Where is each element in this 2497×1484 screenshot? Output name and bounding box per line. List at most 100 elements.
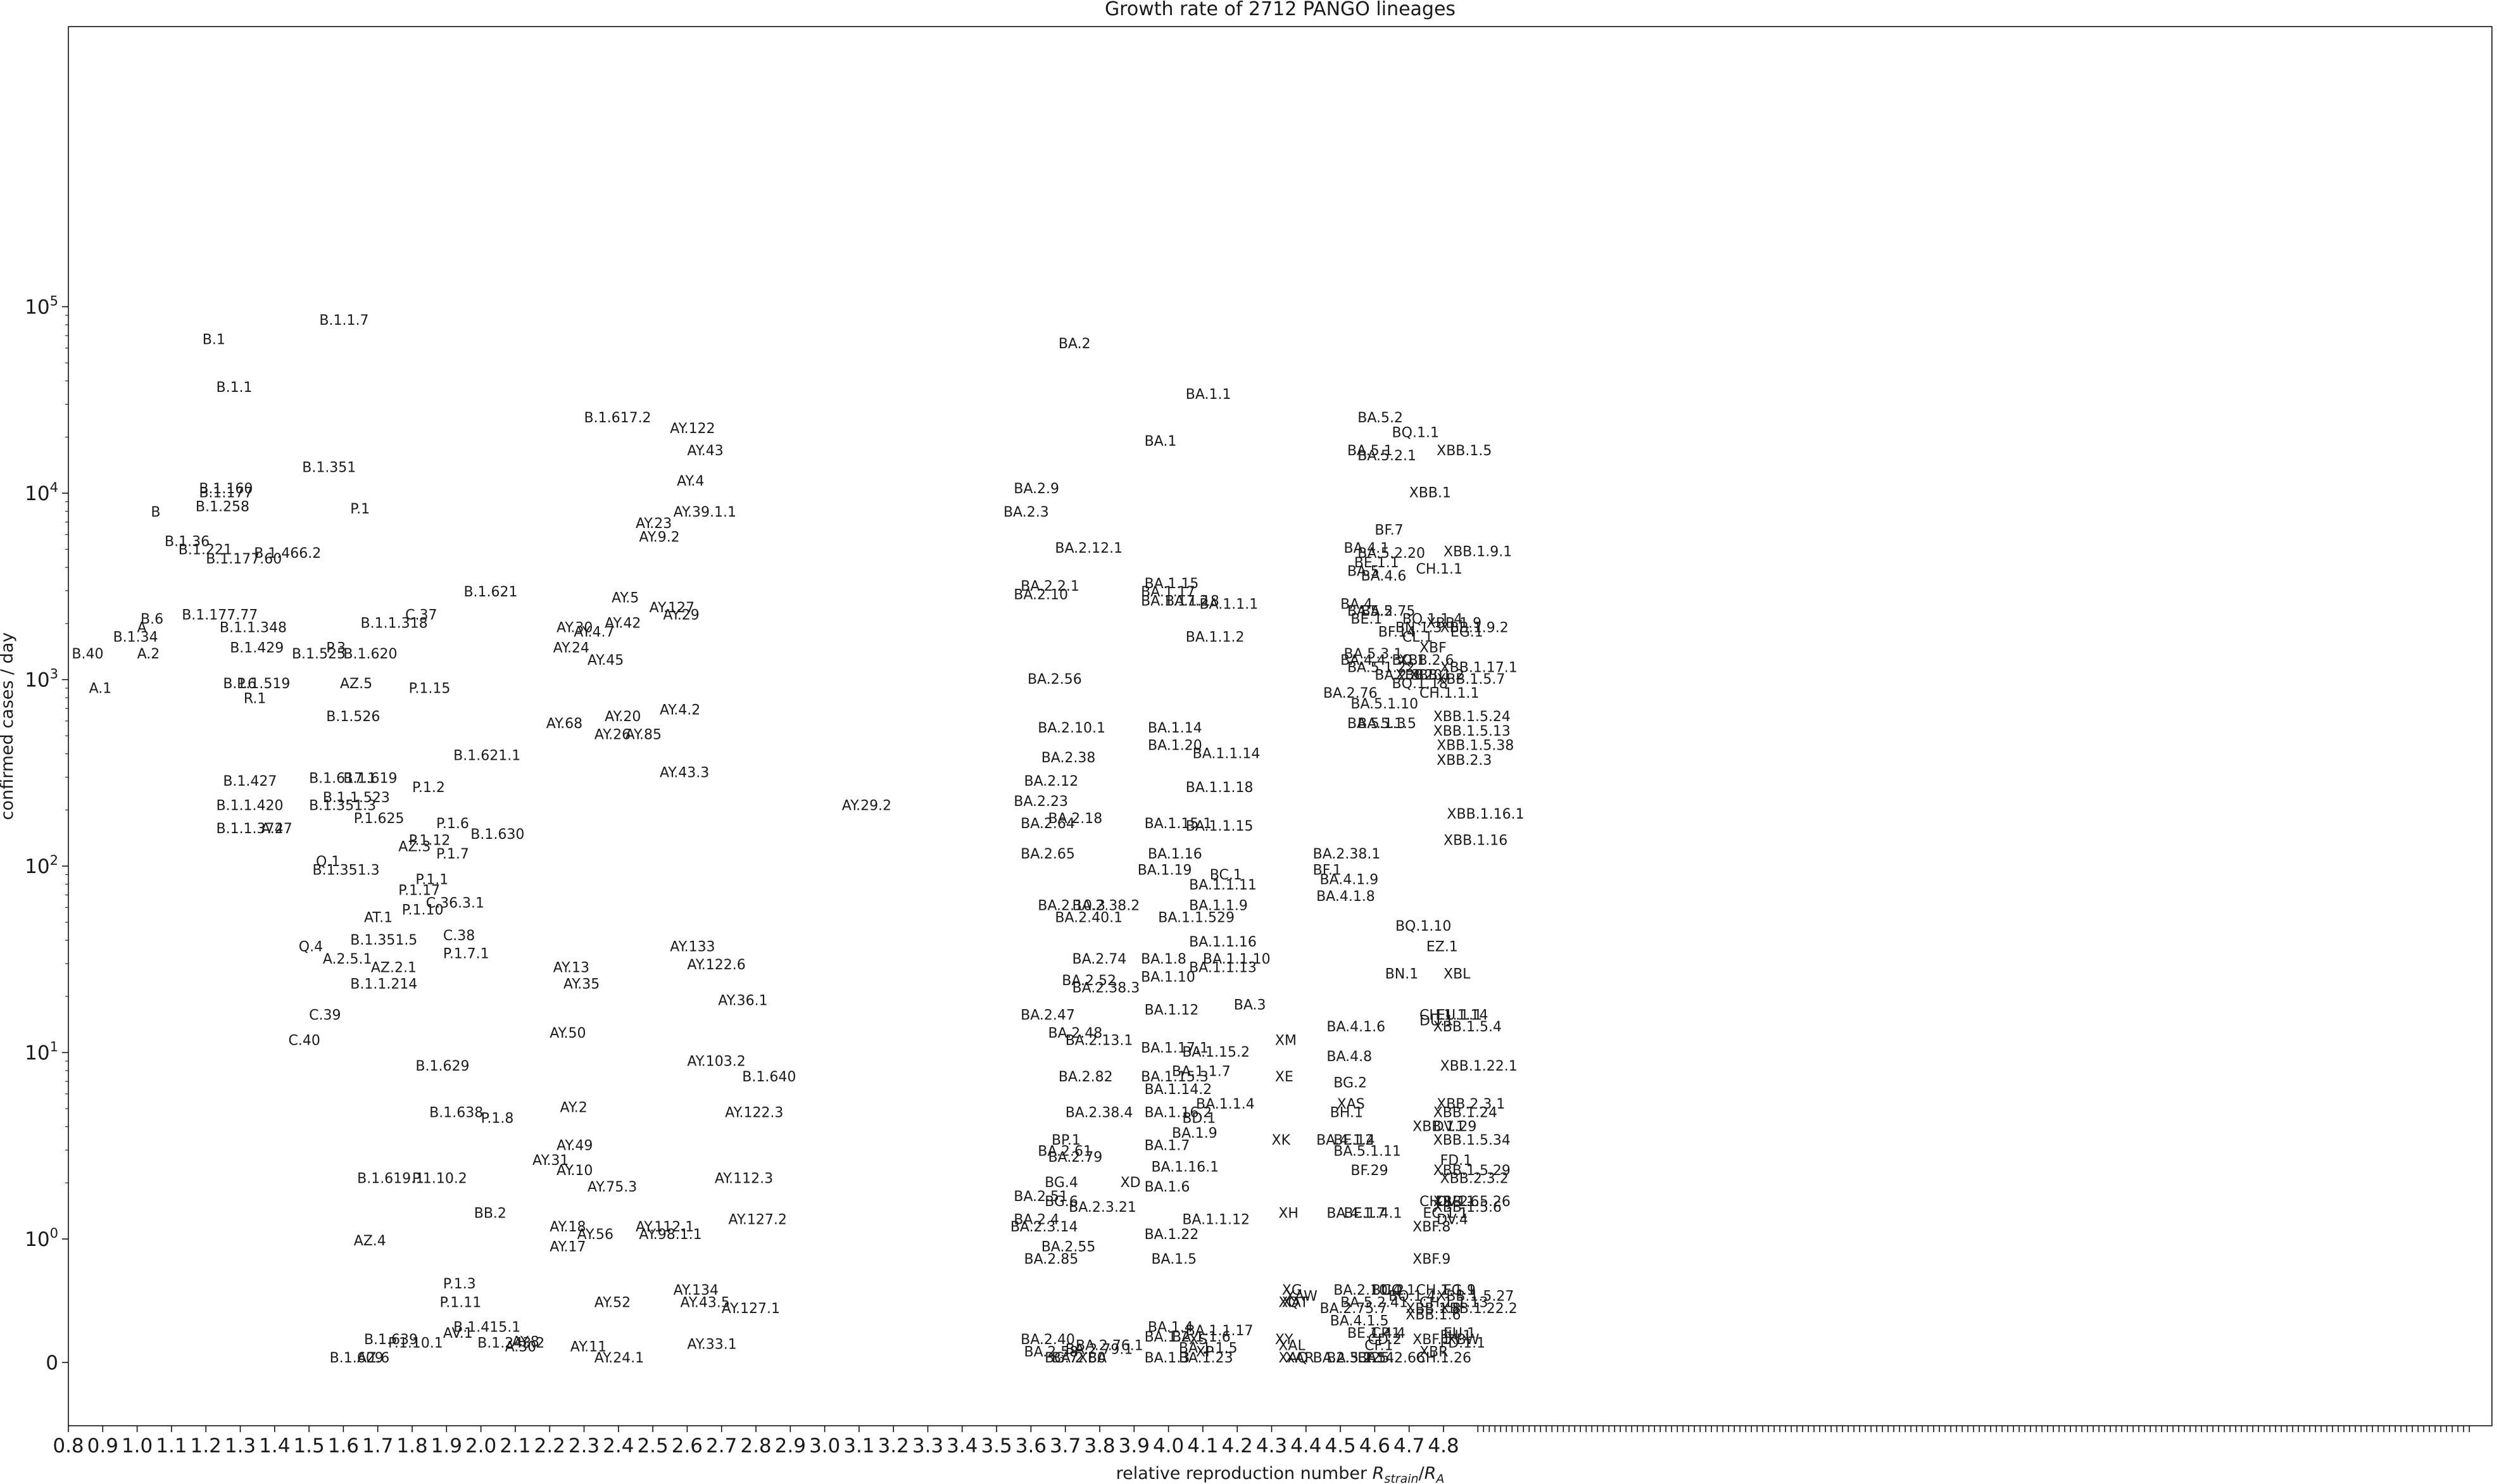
- lineage-label: BA.2.10.1: [1038, 720, 1105, 736]
- lineage-label: BA.2.76.1: [1076, 1338, 1143, 1354]
- x-tick-label: 1.6: [328, 1435, 359, 1457]
- lineage-label: BA.1.1.5: [1179, 1340, 1238, 1356]
- lineage-label: AY.127.1: [722, 1301, 780, 1317]
- lineage-label: BA.2.80: [1052, 1350, 1106, 1366]
- lineage-label: B.1.619.1: [357, 1171, 424, 1186]
- lineage-label: CF.1: [1364, 1338, 1393, 1354]
- lineage-label: BA.1.6: [1145, 1179, 1190, 1195]
- lineage-label: B.1.258: [196, 500, 249, 515]
- lineage-label: B.1.415.1: [453, 1319, 520, 1335]
- x-tick-label: 0.9: [87, 1435, 118, 1457]
- lineage-label: AY.112.3: [715, 1171, 773, 1186]
- lineage-label: EC.1.1: [1423, 1205, 1468, 1221]
- x-tick-label: 4.5: [1324, 1435, 1355, 1457]
- lineage-label: BA.1.20: [1148, 738, 1202, 753]
- lineage-label: BA.2.48: [1048, 1026, 1103, 1041]
- lineage-label: B.1.639: [364, 1332, 418, 1348]
- x-tick-label: 2.8: [740, 1435, 771, 1457]
- lineage-label: BA.2.3.20: [1374, 668, 1442, 684]
- lineage-label: XBF.8: [1412, 1219, 1450, 1235]
- lineage-label: DV.1: [1433, 1119, 1465, 1135]
- lineage-label: B.1.34: [113, 629, 158, 645]
- lineage-label: P.1.8: [481, 1110, 514, 1126]
- lineage-label: B.1.1.348: [220, 620, 287, 636]
- lineage-label: AY.39.1.1: [674, 505, 736, 520]
- lineage-label: AY.30: [557, 620, 593, 636]
- lineage-label: BA.1.3: [1145, 1350, 1190, 1366]
- x-tick-label: 1.8: [396, 1435, 427, 1457]
- lineage-label: AY.68: [546, 716, 582, 732]
- lineage-label: BA.2.10.3: [1038, 898, 1105, 914]
- lineage-label: BA.1.4: [1148, 1319, 1193, 1335]
- lineage-label: XAW: [1285, 1289, 1318, 1305]
- lineage-label: BA.1.1: [1186, 387, 1231, 403]
- lineage-label: BA.4.1: [1344, 541, 1390, 556]
- lineage-label: BA.1.19: [1138, 862, 1192, 878]
- lineage-label: B.1.243.2: [477, 1336, 544, 1352]
- lineage-label: B.1.1.318: [361, 615, 428, 631]
- lineage-label: BA.2.47: [1021, 1008, 1075, 1024]
- lineage-label: BA.1.10: [1141, 970, 1195, 986]
- lineage-label: AY.49: [557, 1138, 593, 1154]
- lineage-label: CH.1.1.1: [1419, 686, 1480, 701]
- lineage-label: BG.4: [1045, 1175, 1078, 1191]
- lineage-label: XBB.1.2: [1409, 668, 1464, 684]
- lineage-label: B.1.1.519: [223, 676, 290, 692]
- lineage-label: B.1.621: [463, 584, 517, 600]
- lineage-label: BA.3: [1234, 998, 1266, 1014]
- lineage-label: AY.26: [594, 727, 631, 743]
- lineage-label: XBB.1.5: [1437, 443, 1492, 459]
- lineage-label: EU.1: [1443, 1326, 1476, 1342]
- plot-frame: [68, 26, 2493, 1426]
- lineage-label: XD: [1121, 1175, 1141, 1191]
- lineage-label: CH.1.1.14: [1419, 1008, 1488, 1024]
- lineage-label: CH.1.1.9: [1416, 1283, 1476, 1298]
- lineage-label: B.1.221: [179, 543, 232, 558]
- lineage-label: BQ.1: [1392, 653, 1426, 669]
- lineage-label: BA.2.38.4: [1066, 1105, 1133, 1121]
- lineage-label: BA.1.17.2: [1141, 593, 1209, 609]
- lineage-label: C.40: [289, 1033, 320, 1048]
- lineage-label: XBB.1.17.1: [1440, 660, 1518, 676]
- lineage-label: CH.1.1.13: [1419, 1295, 1488, 1311]
- lineage-label: BA.4.4: [1340, 653, 1386, 669]
- lineage-label: R.1: [244, 691, 267, 707]
- y-axis: 0 100 101 102 103 104 105: [25, 294, 68, 1374]
- lineage-label: AY.98.1.1: [639, 1227, 701, 1243]
- lineage-label: BA.2.38: [1041, 750, 1096, 766]
- lineage-label: B.1.640: [742, 1069, 796, 1085]
- lineage-label: B.1.629: [415, 1059, 469, 1074]
- lineage-label: XBB.1.5.27: [1437, 1289, 1514, 1305]
- lineage-label: XBB.1.22.2: [1440, 1301, 1518, 1317]
- lineage-label: AY.35: [563, 977, 600, 993]
- lineage-label: XAR: [1285, 1350, 1314, 1366]
- lineage-label: B.1.630: [470, 827, 524, 843]
- lineage-label: BA.1.14.2: [1145, 1082, 1212, 1098]
- lineage-label: B.1.638: [429, 1105, 483, 1121]
- lineage-label: A.30: [505, 1339, 537, 1355]
- lineage-label: P.1.2: [412, 780, 445, 796]
- lineage-label: BA.5.2.66: [1357, 1350, 1425, 1366]
- lineage-label: BA.2.38.1: [1313, 846, 1381, 862]
- lineage-label: XAT: [1282, 1295, 1309, 1311]
- lineage-label: BA.1.1.10: [1203, 952, 1271, 967]
- lineage-label: XM: [1275, 1033, 1297, 1048]
- x-tick-label: 4.0: [1153, 1435, 1184, 1457]
- lineage-label: BA.1.14: [1148, 720, 1202, 736]
- lineage-label: B.1.177.77: [182, 608, 258, 624]
- lineage-label: A.27: [261, 821, 292, 837]
- lineage-label: B.1.351.3: [309, 798, 376, 814]
- lineage-label: AY.24: [553, 640, 589, 656]
- lineage-label: BA.2.75.7: [1320, 1301, 1388, 1317]
- lineage-label: XG: [1282, 1283, 1302, 1298]
- lineage-label: XBF: [1419, 640, 1447, 656]
- lineage-label: XBB.1.5.13: [1433, 724, 1511, 739]
- lineage-label: BA.2.3.21: [1069, 1200, 1136, 1216]
- lineage-label: BE.12: [1333, 1133, 1374, 1148]
- x-tick-label: 3.3: [912, 1435, 943, 1457]
- lineage-label: B.1.617.2: [584, 410, 651, 426]
- chart-title: Growth rate of 2712 PANGO lineages: [1105, 0, 1456, 20]
- x-tick-label: 1.0: [122, 1435, 153, 1457]
- lineage-label: DV.2: [1437, 1194, 1468, 1210]
- lineage-label: P.3: [326, 640, 346, 656]
